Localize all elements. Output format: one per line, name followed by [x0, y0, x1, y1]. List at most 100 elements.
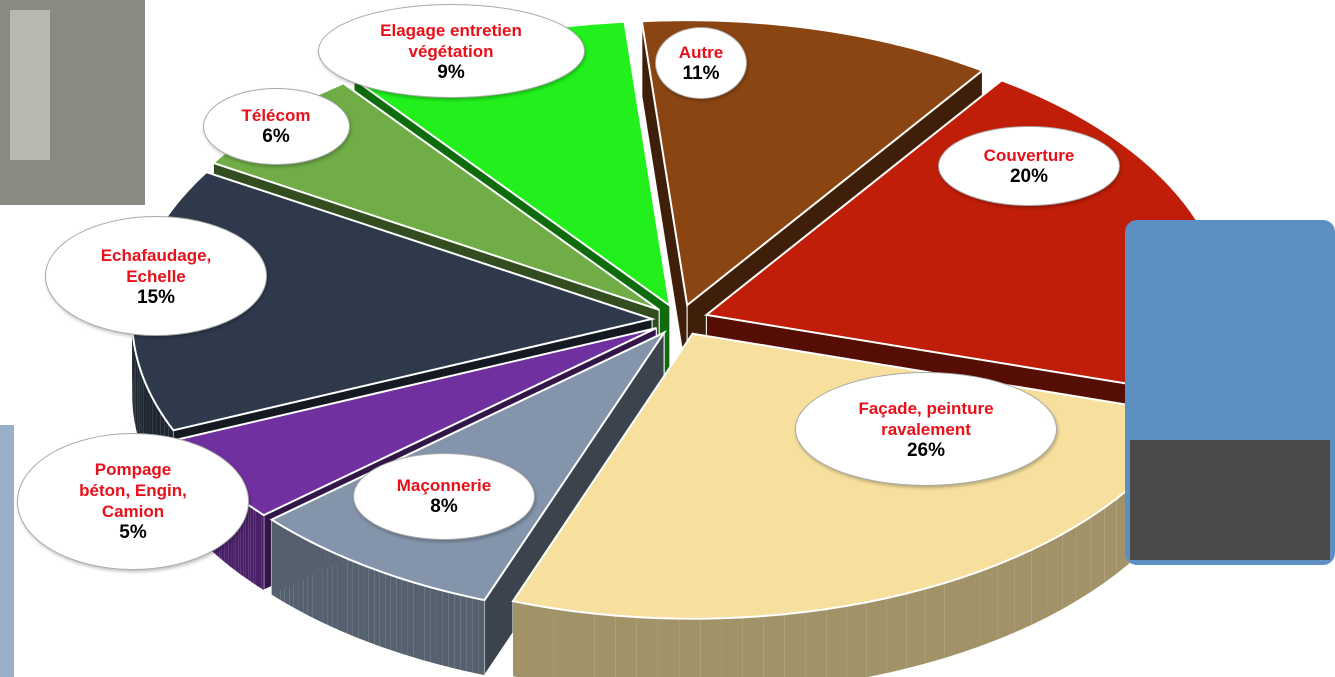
- slice-side: [255, 509, 259, 587]
- category-label: Elagage entretien végétation: [380, 20, 522, 61]
- slice-side: [846, 602, 867, 677]
- slice-side: [763, 614, 785, 677]
- slice-side: [245, 503, 249, 580]
- slice-side: [258, 511, 262, 589]
- slice-side: [478, 598, 485, 676]
- slice-side: [1104, 498, 1117, 583]
- slice-side: [132, 332, 134, 415]
- slice-side: [139, 365, 142, 448]
- category-label: Télécom: [241, 106, 311, 125]
- slice-side: [407, 580, 414, 658]
- slice-side: [886, 593, 907, 674]
- slice-side: [275, 522, 281, 600]
- slice-side: [424, 585, 431, 663]
- slice-side: [332, 552, 338, 630]
- slice-side: [312, 542, 318, 621]
- slice-side: [466, 596, 473, 673]
- slice-side: [925, 583, 945, 664]
- value-label: 20%: [1009, 166, 1049, 187]
- slice-side: [460, 594, 467, 672]
- value-label: 5%: [119, 522, 147, 543]
- value-label: 9%: [437, 61, 465, 83]
- slice-side: [413, 582, 420, 659]
- slice-side: [284, 527, 290, 606]
- slice-side: [280, 524, 285, 603]
- slice-side: [700, 618, 722, 677]
- slice-side: [271, 519, 276, 598]
- label-bubble: Pompage béton, Engin, Camion 5%: [17, 432, 249, 570]
- label-bubble: Echafaudage, Echelle 15%: [45, 216, 267, 336]
- slice-side: [134, 345, 136, 428]
- photo: [0, 425, 14, 677]
- slice-side: [342, 556, 348, 634]
- slice-side: [358, 563, 364, 641]
- slice-side: [1090, 507, 1105, 592]
- slice-side: [636, 617, 658, 677]
- slice-side: [657, 618, 680, 677]
- slice-side: [784, 611, 806, 677]
- slice-side: [553, 608, 574, 677]
- slice-side: [289, 530, 294, 608]
- slice-side: [454, 593, 461, 670]
- label-bubble: Autre 11%: [655, 27, 747, 99]
- category-label: Pompage béton, Engin, Camion: [79, 460, 187, 521]
- slice-side: [679, 618, 701, 677]
- label-bubble: Couverture 20%: [938, 126, 1120, 206]
- slice-side: [944, 577, 963, 659]
- slice-side: [419, 583, 425, 661]
- slice-side: [307, 540, 313, 618]
- category-label: Couverture: [983, 146, 1075, 165]
- slice-side: [133, 339, 135, 421]
- slice-side: [337, 554, 343, 632]
- slice-side: [363, 565, 369, 643]
- category-label: Autre: [678, 43, 724, 62]
- label-bubble: Façade, peinture ravalement 26%: [795, 372, 1057, 486]
- slice-side: [303, 537, 308, 616]
- slice-side: [327, 549, 333, 628]
- slice-side: [826, 605, 847, 677]
- slice-side: [261, 513, 264, 591]
- slice-side: [615, 615, 637, 677]
- photo-detail: [10, 10, 50, 160]
- slice-side: [374, 569, 380, 647]
- slice-side: [385, 573, 391, 651]
- category-label: Façade, peinture ravalement: [858, 398, 994, 439]
- slice-side: [1062, 525, 1077, 610]
- slice-side: [472, 597, 479, 674]
- slice-side: [293, 532, 299, 611]
- slice-side: [594, 613, 616, 677]
- slice-side: [250, 506, 254, 584]
- slice-side: [390, 575, 397, 652]
- slice-side: [137, 359, 140, 441]
- slice-side: [742, 616, 764, 677]
- slice-side: [442, 590, 449, 667]
- label-bubble: Elagage entretien végétation 9%: [317, 4, 585, 98]
- slice-side: [533, 604, 554, 677]
- slice-side: [248, 504, 251, 582]
- label-bubble: Maçonnerie 8%: [353, 452, 535, 540]
- slice-side: [573, 611, 595, 677]
- slice-side: [430, 587, 437, 664]
- slice-side: [805, 609, 827, 677]
- photo-detail: [1130, 440, 1330, 560]
- value-label: 6%: [262, 126, 290, 147]
- slice-side: [135, 352, 138, 435]
- slice-side: [322, 547, 328, 625]
- slice-side: [980, 564, 998, 647]
- slice-side: [866, 598, 887, 677]
- slice-side: [962, 571, 981, 653]
- slice-side: [512, 601, 534, 677]
- slice-side: [253, 508, 256, 585]
- slice-side: [317, 545, 323, 623]
- slice-side: [1031, 542, 1048, 625]
- slice-side: [352, 560, 359, 639]
- slice-side: [347, 558, 353, 636]
- value-label: 26%: [906, 439, 946, 461]
- slice-side: [379, 571, 386, 649]
- value-label: 8%: [430, 496, 458, 517]
- slice-side: [721, 617, 743, 677]
- slice-side: [1076, 516, 1091, 601]
- category-label: Maçonnerie: [396, 476, 492, 495]
